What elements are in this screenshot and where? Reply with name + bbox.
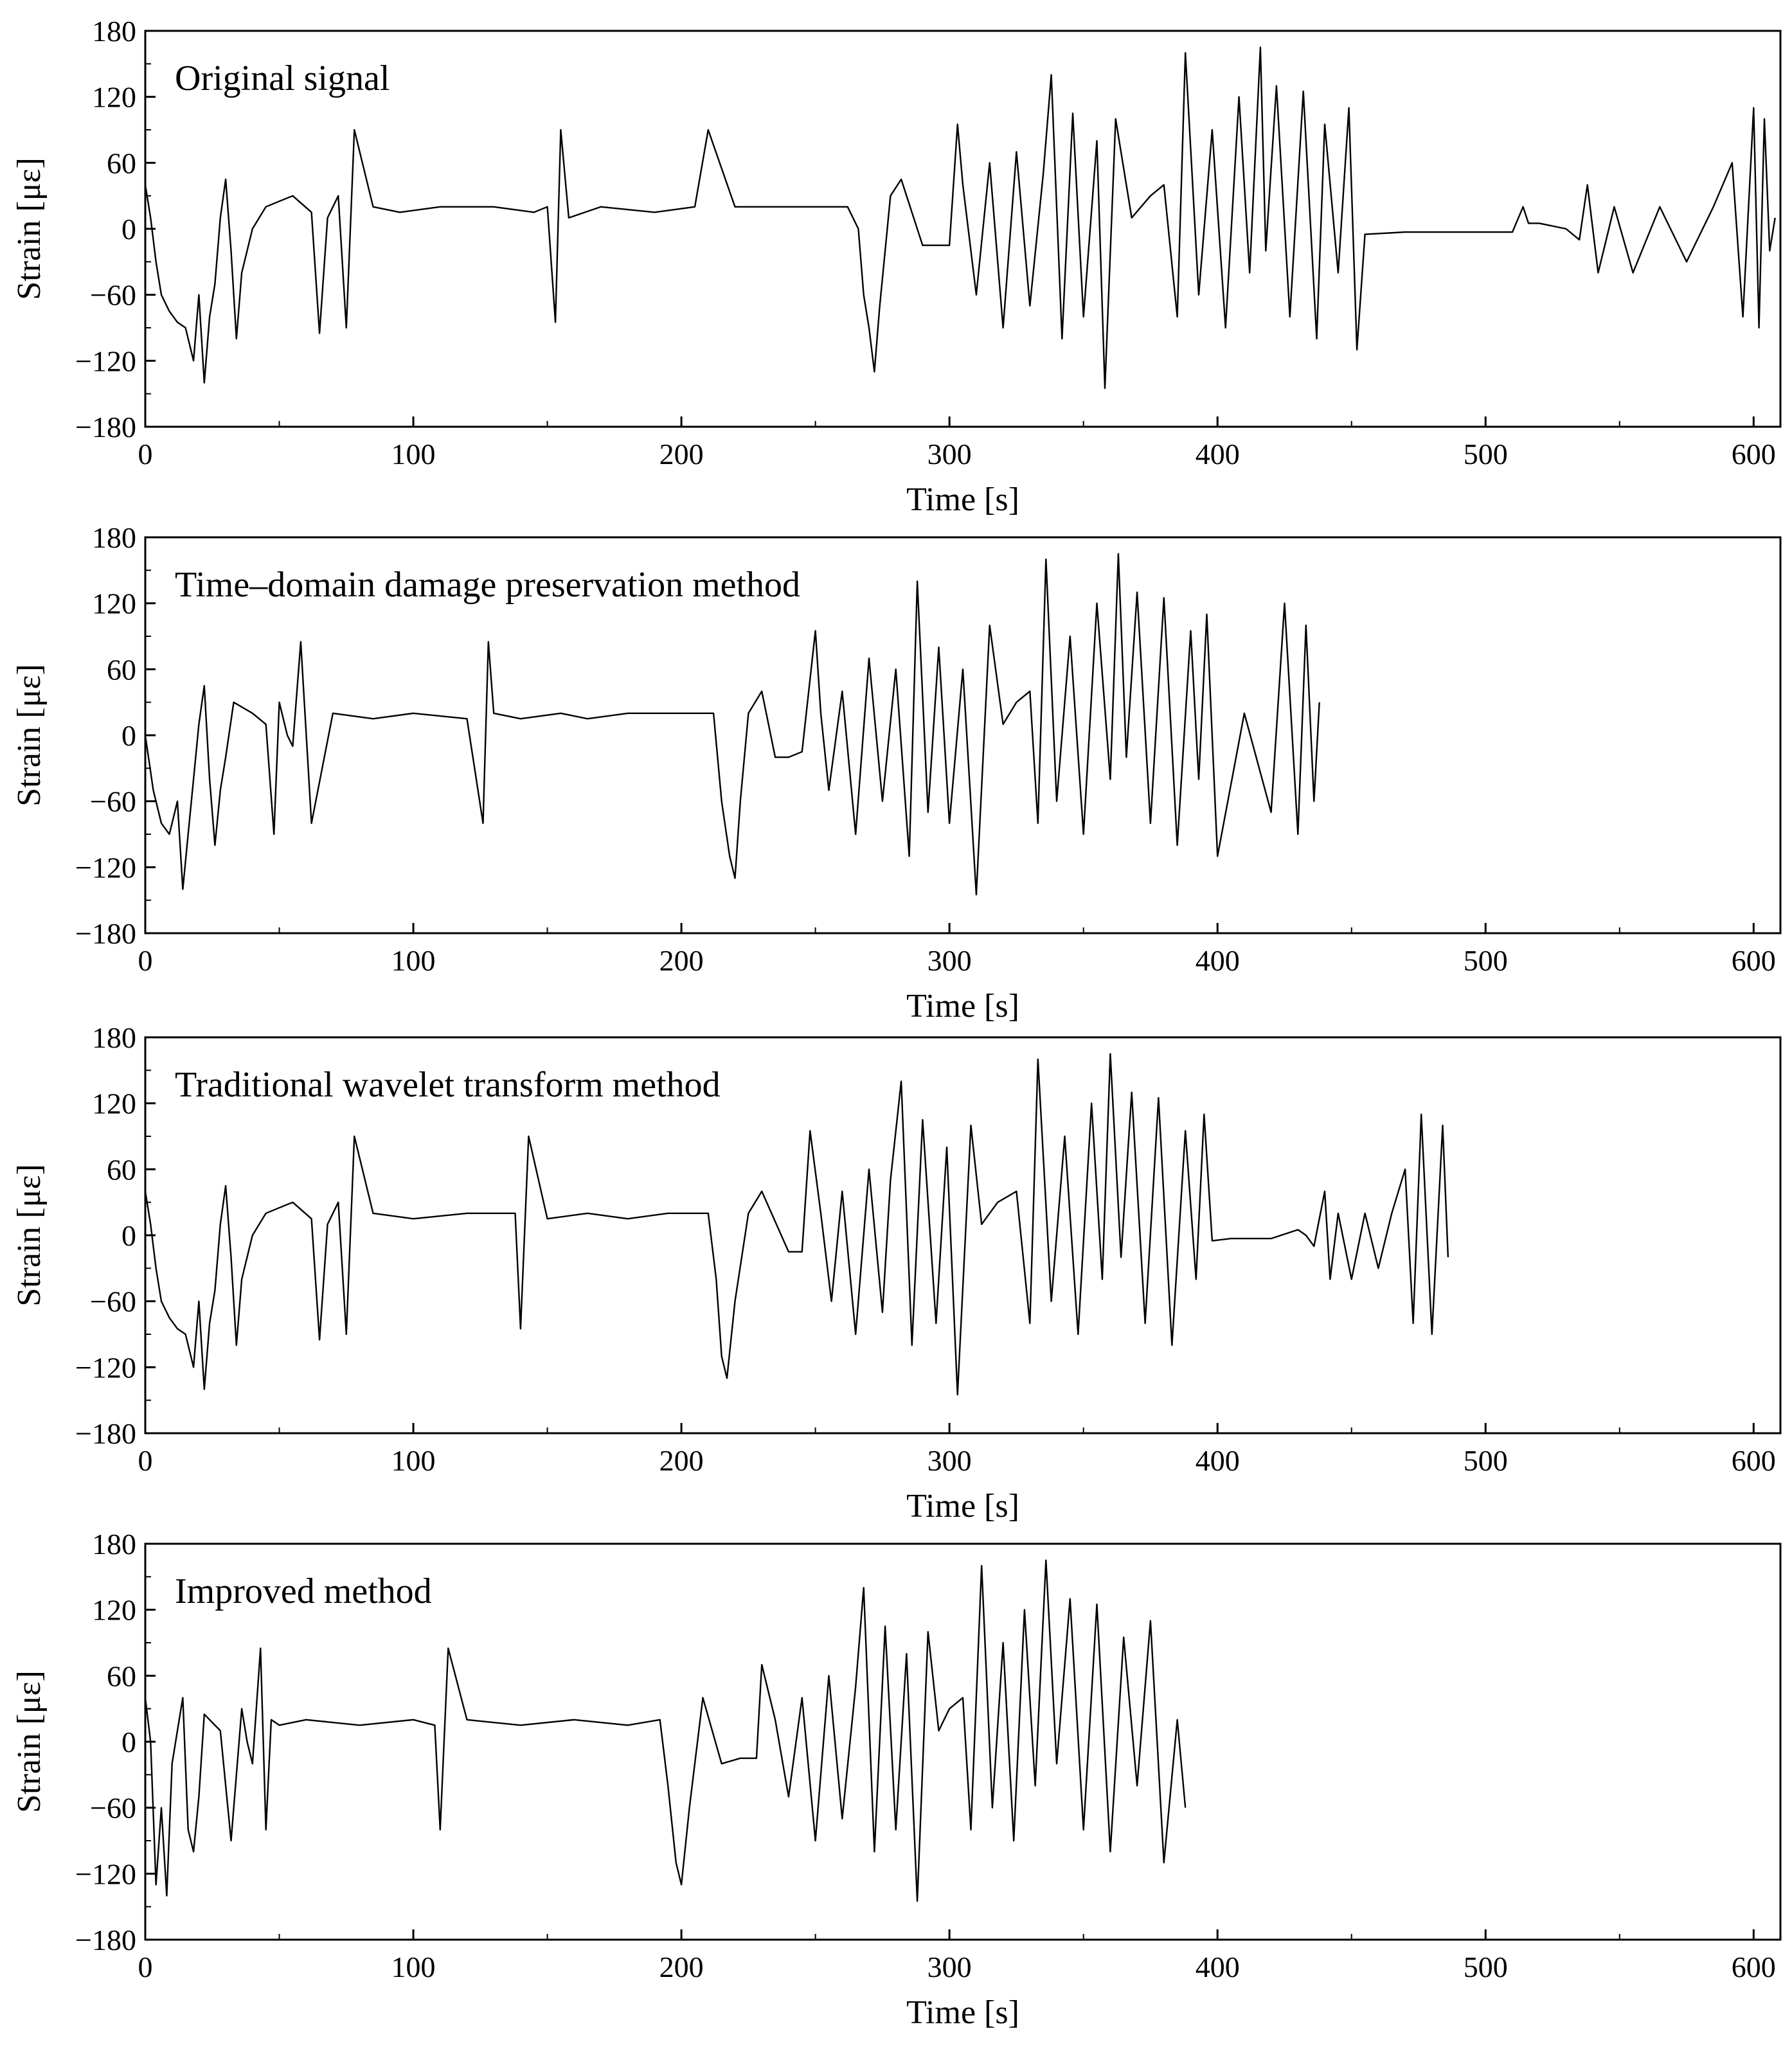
y-tick-label: 180 [92, 1021, 136, 1054]
y-tick-label: 180 [92, 15, 136, 48]
x-tick-label: 300 [927, 1444, 972, 1477]
panel-label: Time–domain damage preservation method [175, 565, 800, 605]
chart-panel-4: −180 −120 −60 0 60 120 180 0 100 200 300 400 500 600 T… [11, 1528, 1782, 2031]
x-tick-label: 300 [927, 438, 972, 470]
y-tick-label: 0 [121, 213, 136, 246]
x-tick-label: 0 [138, 1951, 153, 1983]
x-tick-label: 600 [1732, 1951, 1776, 1983]
y-tick-label: −180 [75, 1417, 136, 1450]
y-axis-title: Strain [με] [11, 1670, 48, 1813]
y-axis-title: Strain [με] [11, 157, 48, 300]
x-tick-label: 600 [1732, 944, 1776, 977]
strain-series-line [144, 553, 1320, 896]
y-tick-label: −60 [90, 1792, 136, 1825]
x-tick-label: 100 [391, 438, 436, 470]
x-axis-title: Time [s] [906, 988, 1019, 1024]
y-axis-title: Strain [με] [11, 664, 48, 807]
y-tick-label: −120 [75, 1351, 136, 1384]
y-tick-label: −180 [75, 411, 136, 443]
x-tick-label: 500 [1464, 944, 1508, 977]
y-tick-label: 60 [107, 653, 136, 686]
x-tick-label: 600 [1732, 438, 1776, 470]
panel-label: Improved method [175, 1571, 432, 1611]
x-tick-label: 0 [138, 438, 153, 470]
y-tick-label: 180 [92, 521, 136, 554]
strain-series-line [144, 1053, 1449, 1396]
y-tick-label: 60 [107, 1659, 136, 1692]
strain-series-line [144, 1559, 1187, 1902]
y-axis-title: Strain [με] [11, 1164, 48, 1307]
x-tick-label: 600 [1732, 1444, 1776, 1477]
x-tick-label: 200 [659, 1951, 704, 1983]
y-tick-label: 120 [92, 1087, 136, 1120]
x-tick-label: 400 [1196, 438, 1240, 470]
plot-frame [144, 30, 1782, 428]
y-tick-label: −60 [90, 1285, 136, 1318]
x-tick-label: 200 [659, 1444, 704, 1477]
y-tick-label: −120 [75, 851, 136, 884]
x-tick-label: 100 [391, 1444, 436, 1477]
x-tick-label: 200 [659, 944, 704, 977]
x-tick-label: 0 [138, 1444, 153, 1477]
y-tick-label: 0 [121, 1726, 136, 1758]
x-tick-label: 400 [1196, 1444, 1240, 1477]
x-tick-label: 500 [1464, 1444, 1508, 1477]
y-tick-label: 120 [92, 1594, 136, 1627]
y-tick-label: −180 [75, 917, 136, 950]
y-tick-label: 60 [107, 1153, 136, 1186]
x-axis-title: Time [s] [906, 1488, 1019, 1524]
y-tick-label: 0 [121, 1219, 136, 1252]
x-tick-label: 200 [659, 438, 704, 470]
panel-label: Traditional wavelet transform method [175, 1065, 721, 1105]
y-tick-label: 0 [121, 719, 136, 752]
y-tick-label: 180 [92, 1528, 136, 1560]
x-tick-label: 400 [1196, 1951, 1240, 1983]
chart-panel-1: −180 −120 −60 0 60 120 180 0 100 200 300 400 500 600 T… [11, 15, 1782, 518]
x-tick-label: 100 [391, 1951, 436, 1983]
y-tick-label: −120 [75, 344, 136, 377]
y-tick-label: −120 [75, 1857, 136, 1890]
chart-panel-2: −180 −120 −60 0 60 120 180 0 100 200 300 400 500 600 T… [11, 521, 1782, 1024]
x-tick-label: 300 [927, 944, 972, 977]
x-tick-label: 300 [927, 1951, 972, 1983]
y-tick-label: 60 [107, 147, 136, 179]
y-tick-label: −60 [90, 785, 136, 818]
x-tick-label: 0 [138, 944, 153, 977]
x-tick-label: 500 [1464, 1951, 1508, 1983]
x-tick-label: 400 [1196, 944, 1240, 977]
x-axis-title: Time [s] [906, 1994, 1019, 2031]
y-tick-label: −180 [75, 1924, 136, 1956]
chart-panel-3: −180 −120 −60 0 60 120 180 0 100 200 300 400 500 600 T… [11, 1021, 1782, 1524]
y-tick-label: 120 [92, 587, 136, 620]
strain-series-line [144, 46, 1776, 389]
x-tick-label: 500 [1464, 438, 1508, 470]
y-tick-label: 120 [92, 81, 136, 114]
panel-label: Original signal [175, 58, 390, 98]
x-tick-label: 100 [391, 944, 436, 977]
x-axis-title: Time [s] [906, 481, 1019, 518]
y-tick-label: −60 [90, 279, 136, 312]
